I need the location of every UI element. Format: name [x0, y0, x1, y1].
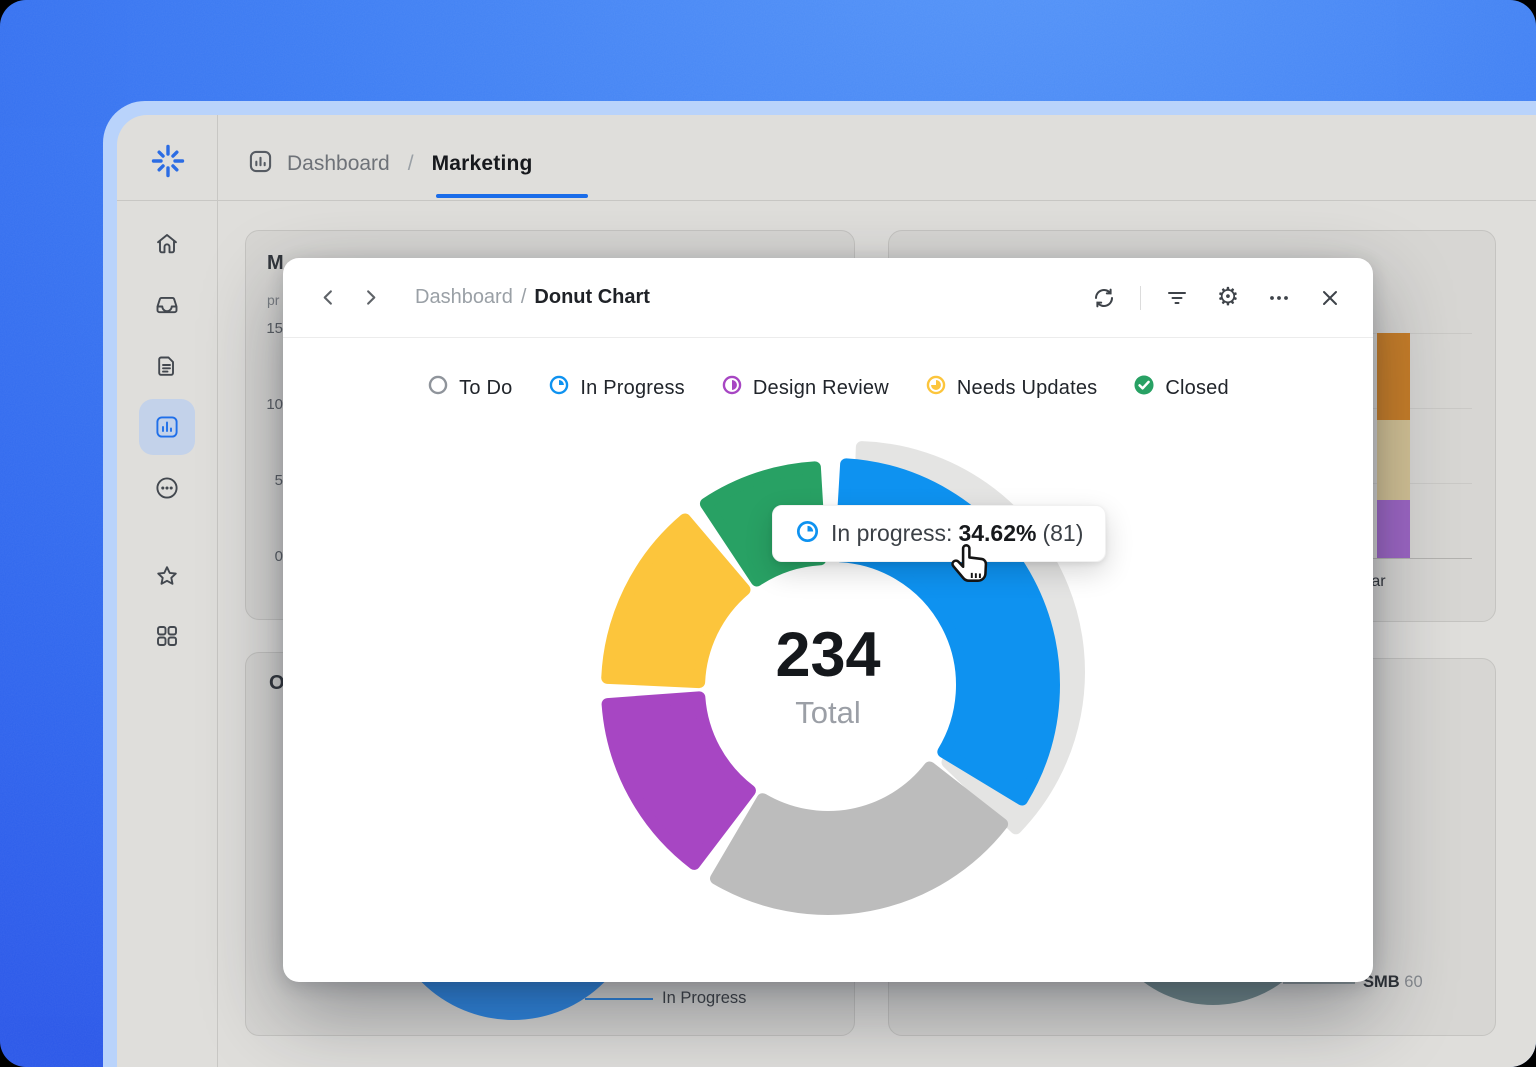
- three_quarter-status-icon: [925, 374, 947, 402]
- tooltip-percent: 34.62%: [958, 520, 1037, 546]
- modal-breadcrumb-separator: /: [520, 286, 527, 308]
- modal-header: Dashboard / Donut Chart ⚙: [283, 258, 1373, 338]
- stacked-bar-segment: [1377, 420, 1410, 500]
- legend-item-in-progress[interactable]: In Progress: [548, 374, 685, 402]
- donut-center-label: 234 Total: [728, 620, 928, 736]
- stacked-bar-segment: [1377, 500, 1410, 558]
- smb-label: SMB: [1363, 973, 1400, 991]
- breadcrumb-separator: /: [407, 152, 414, 175]
- pie-callout-label: SMB 60: [1363, 973, 1423, 992]
- legend-label: Needs Updates: [956, 376, 1098, 399]
- refresh-icon: [1095, 288, 1113, 307]
- more-options-button[interactable]: [1264, 283, 1294, 313]
- tab-marketing[interactable]: Marketing: [431, 152, 533, 175]
- document-icon: [158, 356, 174, 376]
- more-circle-icon: [156, 477, 178, 499]
- tooltip-label: In progress:: [831, 520, 953, 546]
- filter-button[interactable]: [1162, 283, 1192, 313]
- card-title-partial: M: [267, 252, 284, 274]
- sidebar-item-inbox[interactable]: [139, 277, 195, 333]
- stacked-bar-segment: [1377, 333, 1410, 420]
- total-value: 234: [775, 620, 881, 690]
- app-logo-spinner-icon[interactable]: [150, 143, 186, 184]
- legend-item-needs-updates[interactable]: Needs Updates: [925, 374, 1097, 402]
- close-icon: [1323, 290, 1337, 305]
- quarter-status-icon: [548, 374, 570, 402]
- bar-chart-icon: [156, 416, 178, 438]
- sidebar-item-more-circle[interactable]: [139, 460, 195, 516]
- card-title-partial: O: [269, 672, 285, 694]
- half-status-icon: [721, 374, 743, 402]
- sidebar-item-document[interactable]: [139, 339, 195, 395]
- settings-button[interactable]: ⚙: [1213, 283, 1243, 313]
- total-label: Total: [795, 695, 861, 730]
- chevron-right-icon: [366, 290, 375, 305]
- in-progress-status-icon: [795, 519, 820, 549]
- refresh-button[interactable]: [1089, 283, 1119, 313]
- ellipsis-icon: [1270, 295, 1288, 300]
- modal-toolbar: ⚙: [1089, 283, 1345, 313]
- sidebar-item-home[interactable]: [139, 216, 195, 272]
- sidebar-divider: [217, 115, 218, 1067]
- smb-value: 60: [1404, 973, 1423, 991]
- breadcrumb: Dashboard / Marketing: [248, 139, 533, 189]
- gear-icon: ⚙: [1216, 283, 1240, 311]
- sidebar-item-bar-chart[interactable]: [139, 399, 195, 455]
- forward-button[interactable]: [353, 281, 387, 315]
- active-tab-underline: [436, 194, 588, 198]
- chart-legend: To Do In Progress Design Review Needs Updat…: [283, 374, 1373, 402]
- pie-callout-line: [1283, 982, 1355, 984]
- check-status-icon: [1133, 374, 1155, 402]
- pie-callout-label: In Progress: [662, 989, 747, 1007]
- card-subtitle-partial: pr: [267, 292, 280, 308]
- grid-icon: [157, 626, 177, 646]
- y-tick-0: 0: [274, 548, 283, 565]
- legend-label: Closed: [1165, 376, 1229, 399]
- legend-item-design-review[interactable]: Design Review: [721, 374, 889, 402]
- ring-status-icon: [427, 374, 449, 402]
- donut-segment-to-do[interactable]: [710, 761, 1009, 915]
- legend-item-closed[interactable]: Closed: [1133, 374, 1229, 402]
- sidebar-item-star[interactable]: [139, 548, 195, 604]
- close-button[interactable]: [1315, 283, 1345, 313]
- modal-breadcrumb-donut-chart: Donut Chart: [534, 286, 650, 308]
- legend-item-to-do[interactable]: To Do: [427, 374, 512, 402]
- modal-breadcrumb: Dashboard / Donut Chart: [415, 286, 650, 309]
- sidebar-item-grid[interactable]: [139, 608, 195, 664]
- y-tick-5: 5: [274, 472, 283, 489]
- chevron-left-icon: [323, 290, 332, 305]
- modal-breadcrumb-dashboard[interactable]: Dashboard: [415, 286, 513, 308]
- back-button[interactable]: [311, 281, 345, 315]
- legend-label: Design Review: [752, 376, 889, 399]
- hand-cursor-icon: [948, 542, 992, 595]
- donut-segment-design-review[interactable]: [601, 691, 756, 870]
- chart-tooltip: In progress: 34.62% (81): [772, 505, 1107, 562]
- filter-icon: [1168, 291, 1186, 304]
- legend-label: To Do: [459, 376, 513, 399]
- donut-segment-needs-updates[interactable]: [601, 513, 751, 689]
- legend-label: In Progress: [580, 376, 685, 399]
- x-axis-line: [1340, 558, 1472, 559]
- y-tick-15: 15: [266, 320, 283, 337]
- donut-chart-modal: Dashboard / Donut Chart ⚙: [283, 258, 1373, 982]
- tooltip-count: (81): [1042, 520, 1084, 546]
- toolbar-divider: [1140, 285, 1141, 310]
- home-icon: [157, 234, 177, 254]
- inbox-icon: [156, 296, 178, 314]
- breadcrumb-dashboard[interactable]: Dashboard: [287, 152, 390, 175]
- header-divider: [117, 200, 1536, 201]
- y-tick-10: 10: [266, 396, 283, 413]
- pie-callout-line: [585, 998, 653, 1000]
- star-icon: [157, 566, 177, 585]
- dashboard-chart-icon: [248, 149, 273, 179]
